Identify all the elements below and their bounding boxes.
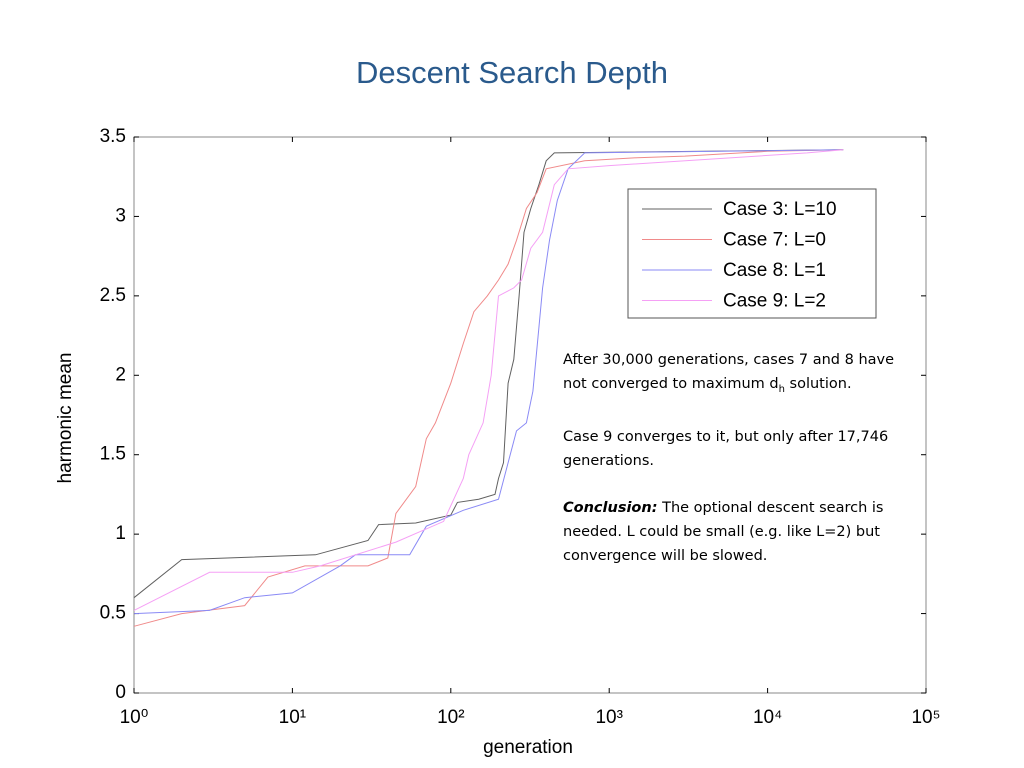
legend-label: Case 7: L=0: [723, 230, 826, 251]
y-axis-label: harmonic mean: [55, 353, 76, 484]
series-line: [133, 149, 844, 611]
annotation-paragraph: Conclusion: The optional descent search …: [563, 496, 918, 568]
annotation-paragraph: After 30,000 generations, cases 7 and 8 …: [563, 348, 918, 402]
legend-label: Case 9: L=2: [723, 291, 826, 312]
y-tick-label: 2.5: [100, 285, 126, 306]
y-tick-label: 3: [115, 205, 126, 226]
annotation-emphasis: Conclusion:: [563, 499, 658, 516]
annotation-text: Case 9 converges to it, but only after 1…: [563, 428, 889, 469]
x-tick-label: 10⁰: [120, 707, 149, 728]
annotation-subscript: h: [778, 383, 785, 395]
annotation-text: solution.: [784, 376, 852, 392]
x-tick-label: 10⁵: [911, 707, 940, 728]
x-axis-label: generation: [483, 737, 573, 758]
series-line: [133, 149, 844, 599]
y-tick-label: 3.5: [100, 126, 126, 147]
y-tick-label: 2: [115, 364, 126, 385]
series-line: [133, 149, 844, 627]
plot-frame: [133, 136, 927, 694]
y-tick-label: 1.5: [100, 444, 126, 465]
annotation: After 30,000 generations, cases 7 and 8 …: [563, 348, 918, 591]
chart-title: Descent Search Depth: [356, 55, 668, 90]
annotation-text: The optional descent search is needed. L…: [563, 499, 884, 564]
annotation-text: After 30,000 generations, cases 7 and 8 …: [563, 352, 895, 392]
y-tick-label: 1: [115, 523, 126, 544]
annotation-paragraph: Case 9 converges to it, but only after 1…: [563, 425, 918, 473]
legend-label: Case 8: L=1: [723, 260, 826, 281]
x-tick-label: 10⁴: [753, 707, 782, 728]
series-line: [133, 149, 844, 615]
legend-box: [627, 188, 877, 319]
y-tick-label: 0: [115, 682, 126, 703]
x-tick-label: 10³: [595, 707, 622, 728]
legend-label: Case 3: L=10: [723, 199, 837, 220]
x-tick-label: 10²: [437, 707, 464, 728]
x-tick-label: 10¹: [279, 707, 306, 728]
y-tick-label: 0.5: [100, 603, 126, 624]
